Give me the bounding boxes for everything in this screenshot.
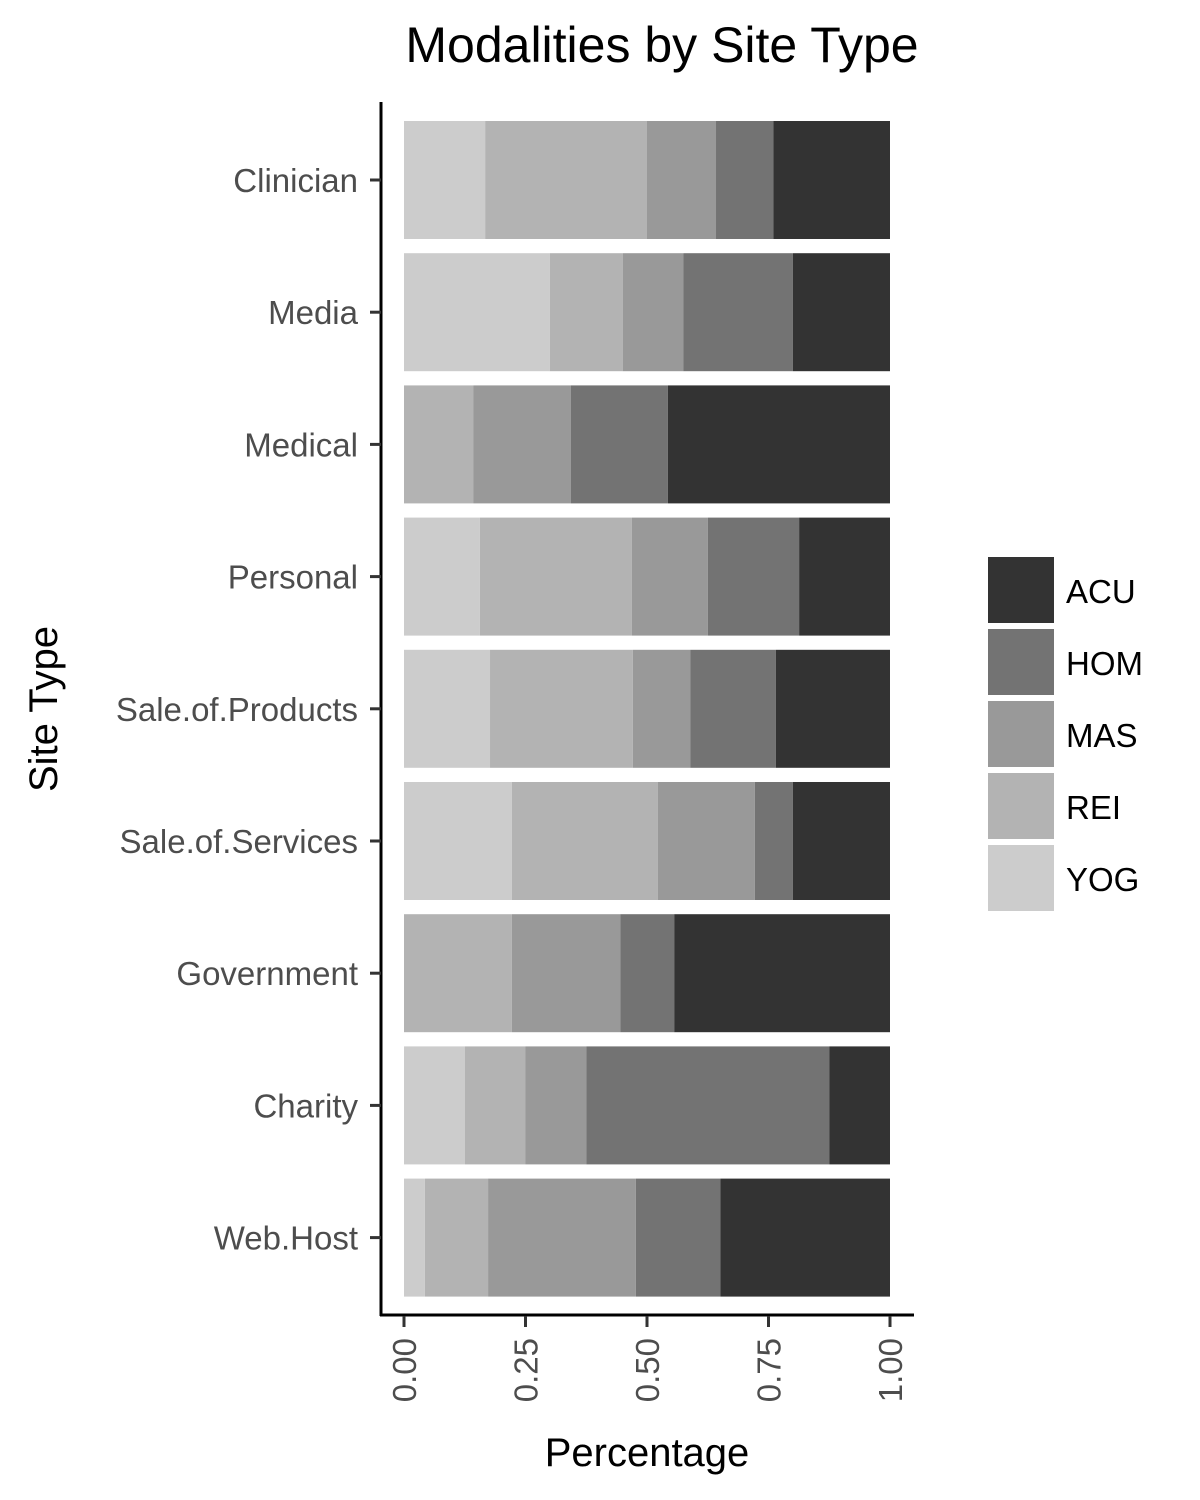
- bar-segment-acu-sale-of-services: [792, 782, 890, 900]
- bar-segment-hom-clinician: [716, 121, 774, 239]
- bar-segment-mas-personal: [631, 517, 708, 636]
- legend-label-mas: MAS: [1066, 717, 1138, 754]
- bar-segment-rei-charity: [464, 1046, 526, 1165]
- legend-label-hom: HOM: [1066, 645, 1143, 682]
- y-ticks-layer: Clinician Media Medical Personal Sale.of.Pro…: [116, 162, 381, 1257]
- bar-segment-yog-clinician: [404, 121, 486, 239]
- bar-segment-hom-government: [620, 914, 675, 1033]
- x-ticks-layer: 0.00 0.25 0.50 0.75 1.00: [386, 1316, 909, 1402]
- bar-segment-rei-personal: [479, 517, 632, 636]
- bar-segment-rei-government: [404, 914, 512, 1033]
- bar-segment-rei-sale-of-services: [511, 782, 658, 900]
- y-tick-label: Sale.of.Products: [116, 691, 358, 728]
- bar-segment-hom-media: [683, 253, 793, 372]
- legend-label-acu: ACU: [1066, 573, 1136, 610]
- bar-segment-hom-charity: [586, 1046, 830, 1165]
- bars-layer: [404, 121, 890, 1297]
- y-tick-label: Clinician: [233, 162, 358, 199]
- legend-key-rei: [988, 773, 1054, 839]
- legend-label-yog: YOG: [1066, 861, 1139, 898]
- bar-segment-yog-personal: [404, 517, 480, 636]
- x-tick-label: 0.75: [751, 1338, 788, 1402]
- y-tick-label: Media: [268, 294, 359, 331]
- bar-segment-yog-sale-of-services: [404, 782, 512, 900]
- bar-segment-rei-media: [549, 253, 623, 372]
- y-tick-label: Government: [176, 955, 358, 992]
- bar-segment-hom-web-host: [635, 1178, 721, 1297]
- y-axis-title: Site Type: [22, 626, 66, 792]
- legend-label-rei: REI: [1066, 789, 1121, 826]
- bar-segment-mas-medical: [473, 385, 571, 504]
- bar-segment-acu-government: [674, 914, 890, 1033]
- bar-segment-mas-web-host: [488, 1178, 636, 1297]
- bar-segment-yog-media: [404, 253, 550, 372]
- bar-segment-yog-web-host: [404, 1178, 425, 1297]
- bar-segment-acu-charity: [829, 1046, 890, 1165]
- bar-segment-yog-sale-of-products: [404, 649, 491, 768]
- bar-segment-rei-clinician: [485, 121, 647, 239]
- bar-segment-mas-clinician: [647, 121, 717, 239]
- bar-segment-acu-media: [792, 253, 890, 372]
- legend-key-acu: [988, 557, 1054, 623]
- bar-segment-yog-charity: [404, 1046, 465, 1165]
- bar-segment-rei-web-host: [424, 1178, 489, 1297]
- legend-key-hom: [988, 629, 1054, 695]
- x-tick-label: 0.25: [508, 1338, 545, 1402]
- bar-segment-hom-personal: [707, 517, 800, 636]
- bar-segment-mas-media: [622, 253, 684, 372]
- bar-segment-acu-sale-of-products: [775, 649, 890, 768]
- x-tick-label: 1.00: [872, 1338, 909, 1402]
- bar-segment-mas-sale-of-products: [632, 649, 691, 768]
- bar-segment-acu-web-host: [720, 1178, 890, 1297]
- y-tick-label: Sale.of.Services: [120, 823, 358, 860]
- legend-key-mas: [988, 701, 1054, 767]
- bar-segment-mas-government: [511, 914, 621, 1033]
- bar-segment-acu-medical: [667, 385, 890, 504]
- y-tick-label: Medical: [244, 426, 358, 463]
- x-axis-title: Percentage: [545, 1431, 750, 1475]
- bar-segment-acu-clinician: [773, 121, 890, 239]
- y-tick-label: Personal: [228, 559, 358, 596]
- chart-title: Modalities by Site Type: [405, 17, 918, 73]
- bar-segment-acu-personal: [799, 517, 890, 636]
- y-tick-label: Charity: [253, 1087, 358, 1124]
- bar-segment-hom-sale-of-products: [690, 649, 776, 768]
- bar-segment-rei-medical: [404, 385, 474, 504]
- bar-segment-mas-sale-of-services: [657, 782, 755, 900]
- bar-segment-mas-charity: [525, 1046, 587, 1165]
- x-tick-label: 0.50: [629, 1338, 666, 1402]
- x-tick-label: 0.00: [386, 1338, 423, 1402]
- bar-segment-hom-medical: [570, 385, 668, 504]
- bar-segment-hom-sale-of-services: [754, 782, 793, 900]
- legend: ACU HOM MAS REI YOG: [988, 557, 1143, 911]
- bar-segment-rei-sale-of-products: [490, 649, 633, 768]
- y-tick-label: Web.Host: [214, 1220, 358, 1257]
- legend-key-yog: [988, 845, 1054, 911]
